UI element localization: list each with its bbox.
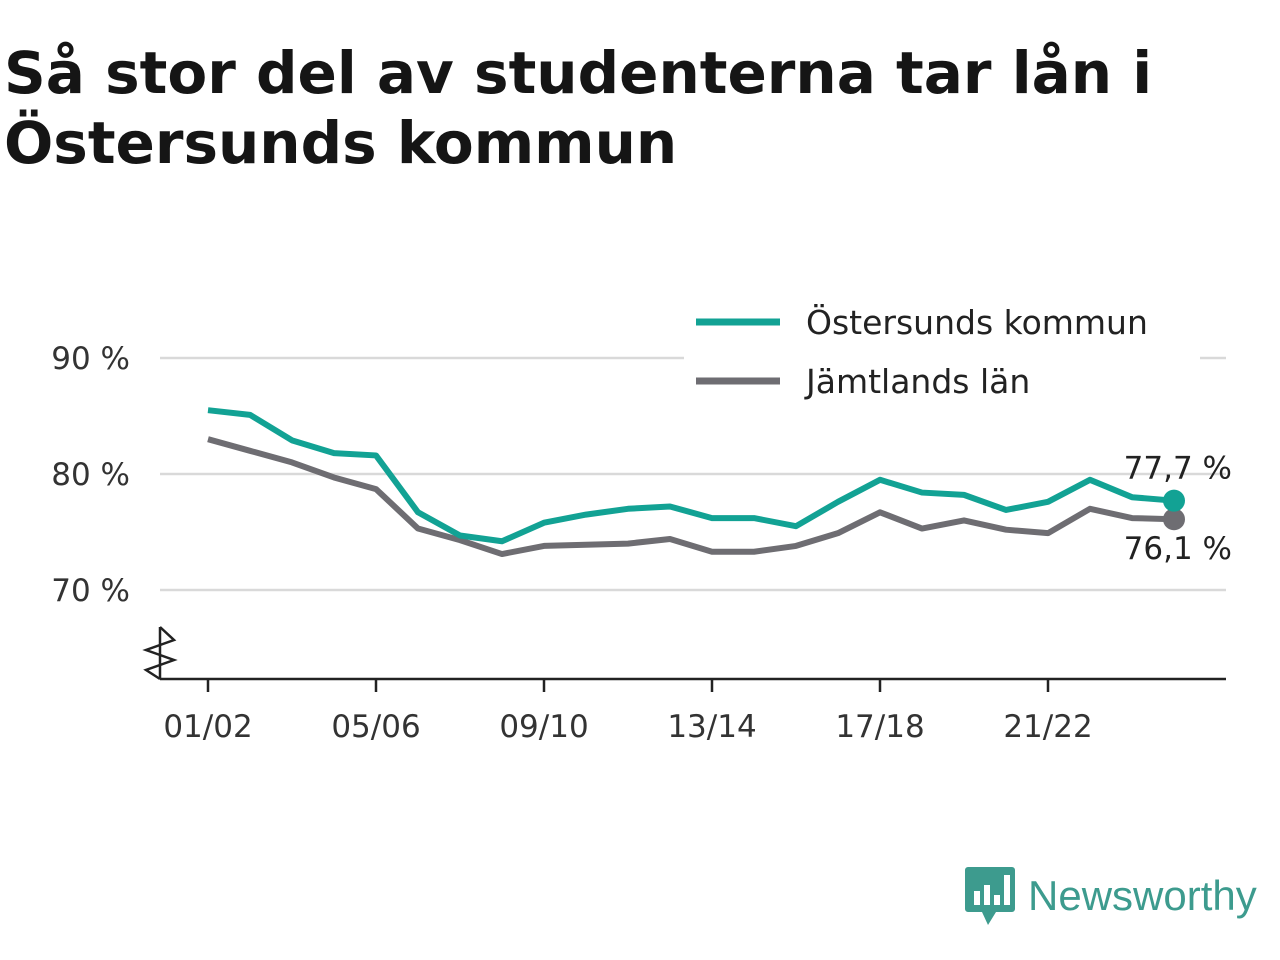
x-tick-label: 21/22	[1003, 709, 1092, 745]
series-line-0	[207, 407, 1175, 545]
series-lines	[207, 407, 1185, 558]
end-labels: 77,7 % 76,1 %	[1124, 451, 1232, 568]
newsworthy-logo-icon	[965, 867, 1015, 925]
brand: Newsworthy	[964, 864, 1257, 928]
brand-name: Newsworthy	[1028, 872, 1257, 919]
legend: Östersunds kommun Jämtlands län	[684, 300, 1200, 412]
y-tick-label: 80 %	[51, 457, 130, 493]
axis-break-icon	[142, 626, 178, 681]
x-axis-ticks: 01/02 05/06 09/10 13/14 17/18 21/22	[163, 679, 1093, 745]
end-label-0: 77,7 %	[1124, 451, 1232, 487]
x-tick-label: 09/10	[499, 709, 588, 745]
legend-label-1: Jämtlands län	[804, 362, 1030, 401]
legend-label-0: Östersunds kommun	[806, 302, 1148, 342]
x-tick-label: 01/02	[163, 709, 252, 745]
x-tick-label: 17/18	[835, 709, 924, 745]
y-axis-ticks: 70 % 80 % 90 %	[51, 341, 130, 609]
axes	[142, 626, 1226, 681]
series-end-point-1	[1163, 508, 1185, 531]
y-tick-label: 70 %	[51, 573, 130, 609]
series-line-1	[207, 436, 1175, 558]
end-label-1: 76,1 %	[1124, 531, 1232, 567]
series-end-point-0	[1163, 489, 1185, 512]
x-tick-label: 05/06	[331, 709, 420, 745]
y-tick-label: 90 %	[51, 341, 130, 377]
chart-title: Så stor del av studenterna tar lån i Öst…	[4, 39, 1153, 177]
x-tick-label: 13/14	[667, 709, 756, 745]
